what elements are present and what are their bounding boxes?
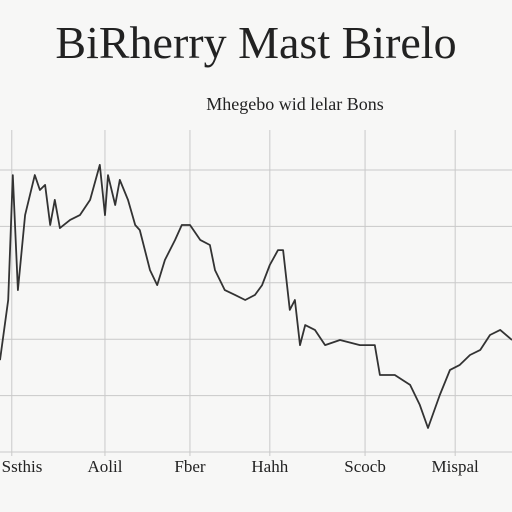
- data-line: [0, 164, 512, 429]
- x-tick-label: Scocb: [344, 457, 386, 476]
- x-tick-label: Hahh: [251, 457, 288, 476]
- chart-title: BiRherry Mast Birelo: [55, 17, 456, 68]
- chart-subtitle: Mhegebo wid lelar Bons: [206, 94, 383, 114]
- x-tick-label: Mispal: [432, 457, 480, 476]
- x-tick-label: Aolil: [87, 457, 122, 476]
- x-tick-label: Fber: [174, 457, 206, 476]
- x-tick-label: Ssthis: [2, 457, 43, 476]
